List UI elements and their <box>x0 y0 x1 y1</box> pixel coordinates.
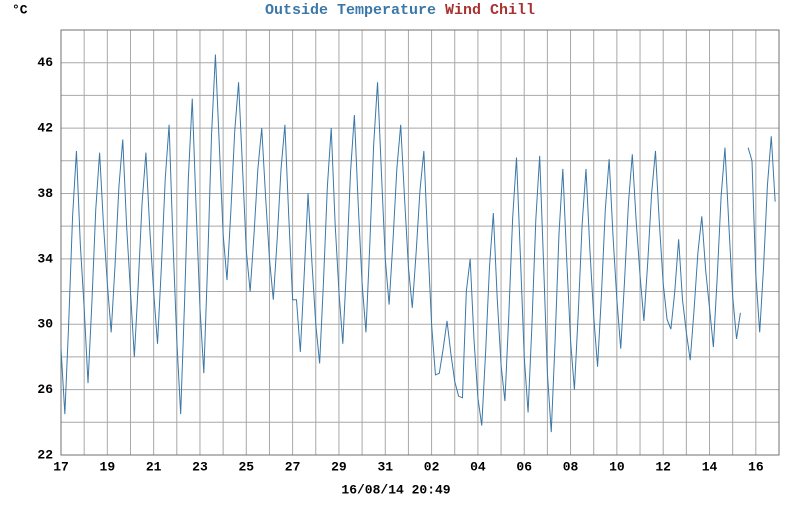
x-tick-label: 10 <box>609 459 625 474</box>
legend: Outside Temperature Wind Chill <box>265 2 535 19</box>
legend-entry: Outside Temperature <box>265 2 436 19</box>
y-unit: °C <box>12 2 28 17</box>
x-tick-label: 16 <box>748 459 764 474</box>
x-tick-label: 02 <box>424 459 440 474</box>
timestamp: 16/08/14 20:49 <box>341 482 450 497</box>
y-tick-label: 30 <box>37 317 53 332</box>
x-tick-label: 23 <box>192 459 208 474</box>
y-tick-label: 42 <box>37 121 53 136</box>
x-tick-label: 25 <box>238 459 254 474</box>
x-tick-label: 29 <box>331 459 347 474</box>
legend-entry: Wind Chill <box>445 2 535 19</box>
series-line <box>60 54 776 433</box>
x-tick-label: 21 <box>146 459 162 474</box>
x-tick-label: 06 <box>516 459 532 474</box>
y-tick-label: 22 <box>37 447 53 462</box>
plot-frame <box>60 29 780 456</box>
y-tick-label: 38 <box>37 186 53 201</box>
x-tick-label: 08 <box>563 459 579 474</box>
y-tick-label: 34 <box>37 251 53 266</box>
y-tick-label: 26 <box>37 382 53 397</box>
x-tick-label: 31 <box>377 459 393 474</box>
x-tick-label: 19 <box>100 459 116 474</box>
x-tick-label: 17 <box>53 459 69 474</box>
y-tick-label: 46 <box>37 55 53 70</box>
x-tick-label: 04 <box>470 459 486 474</box>
x-tick-label: 27 <box>285 459 301 474</box>
x-tick-label: 14 <box>702 459 718 474</box>
x-tick-label: 12 <box>655 459 671 474</box>
